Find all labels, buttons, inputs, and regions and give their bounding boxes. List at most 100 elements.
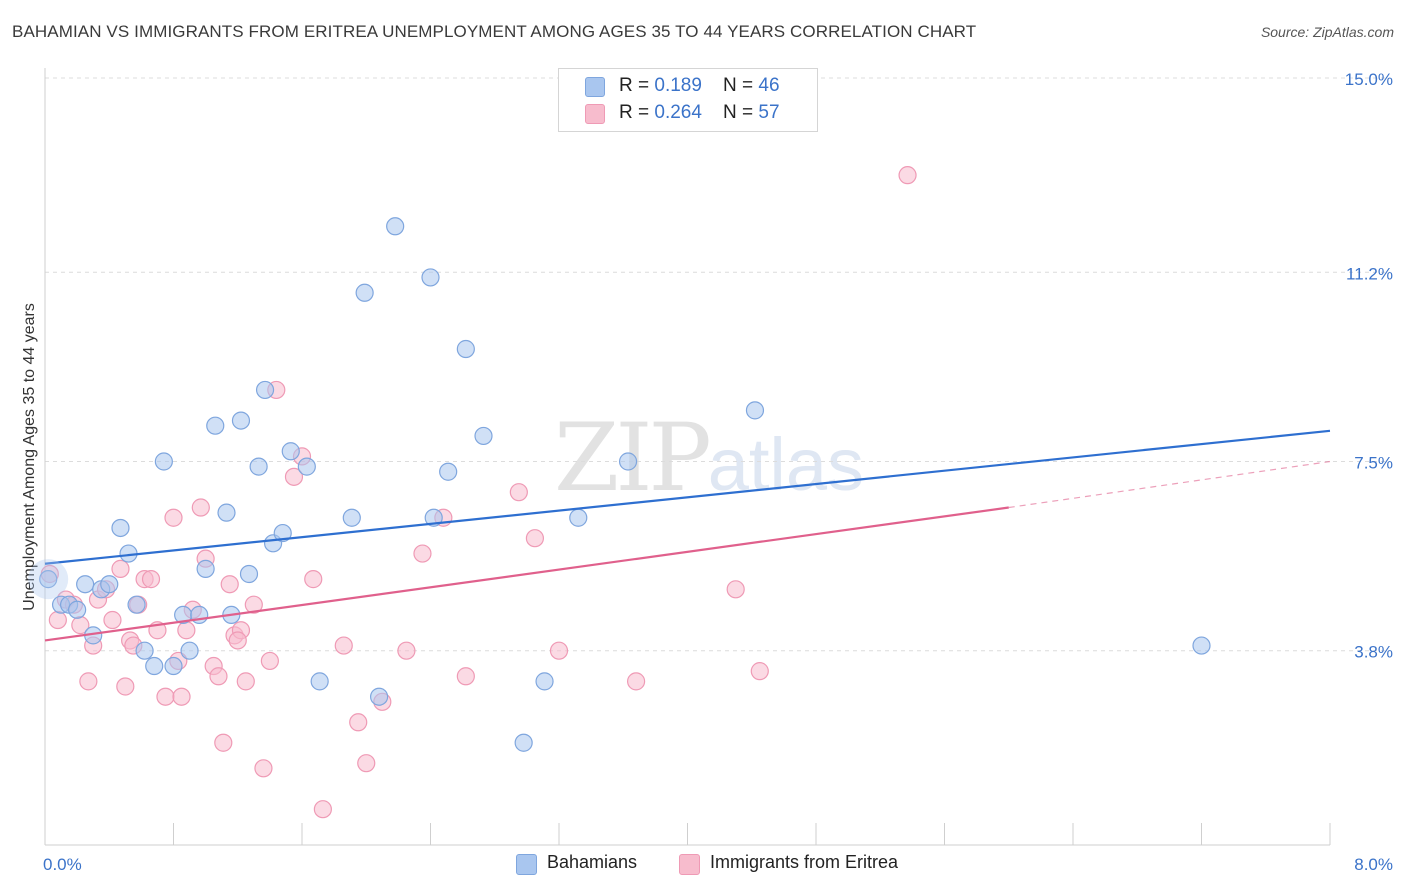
eritrea-point [156,687,175,706]
eritrea-point [349,713,368,732]
y-axis-title: Unemployment Among Ages 35 to 44 years [21,303,38,611]
bahamians-point [745,401,765,420]
pink-swatch [585,104,605,124]
bahamians-point [424,508,443,527]
eritrea-point [116,677,135,696]
bahamians-point [127,595,146,614]
y-tick-label: 3.8% [1354,643,1393,662]
r-label: R = [619,75,655,96]
eritrea-point [220,575,239,594]
bahamians-point [310,672,329,691]
n-value: 46 [758,75,780,96]
eritrea-point [334,636,353,655]
eritrea-point [525,529,545,548]
eritrea-point [191,498,210,517]
y-tick-label: 11.2% [1346,264,1393,283]
bahamians-point [273,523,292,543]
eritrea-point [413,544,432,563]
legend-label-bahamians: Bahamians [547,852,638,872]
bahamians-point [297,457,316,476]
bahamians-point [1192,636,1211,655]
bahamians-point [255,380,275,400]
eritrea-point [79,672,98,691]
eritrea-point [456,667,475,686]
bahamians-point [569,508,588,527]
eritrea-point [549,641,569,660]
source-credit: Source: ZipAtlas.com [1260,24,1394,40]
bahamians-point [180,641,199,660]
n-value: 57 [758,102,780,123]
bahamians-point [386,217,405,236]
eritrea-point [260,651,279,671]
r-value: 0.264 [654,102,702,123]
bahamians-point [39,570,58,589]
bahamians-point [164,656,183,676]
eritrea-point [254,759,273,778]
eritrea-point [626,672,646,691]
cluster-blob [28,559,69,600]
eritrea-trend-extension [1008,460,1331,509]
bahamians-point [618,452,638,471]
eritrea-point [214,733,233,752]
bahamians-point [68,600,87,619]
zipatlas-watermark: ZIPatlas [554,404,864,513]
correlation-legend: R = 0.189 N = 46 R = 0.264 N = 57 [558,68,818,132]
eritrea-point [103,610,122,630]
x-tick-label-min: 0.0% [43,855,82,874]
eritrea-point [750,662,769,681]
bahamians-point [370,687,389,706]
eritrea-point [228,631,247,650]
n-label: N = [723,102,759,123]
bahamians-point [355,283,374,302]
y-tick-label: 7.5% [1354,454,1393,473]
bahamians-point [535,672,554,691]
x-tick-label-max: 8.0% [1354,855,1393,874]
n-label: N = [723,75,759,96]
bahamians-point [217,503,236,522]
eritrea-point [111,559,130,578]
bahamians-point [514,733,533,752]
bahamians-point [456,339,475,359]
bahamians-point [239,564,259,584]
eritrea-point [509,483,528,502]
bahamians-point [249,457,268,476]
bahamians-point [76,575,95,594]
chart-title: BAHAMIAN VS IMMIGRANTS FROM ERITREA UNEM… [12,22,977,41]
eritrea-point [726,580,745,599]
r-label: R = [619,102,655,123]
bahamians-point [111,518,130,538]
blue-swatch [585,77,605,97]
eritrea-point [209,667,228,686]
eritrea-point [357,754,376,773]
eritrea-point [397,641,416,660]
r-value: 0.189 [654,75,702,96]
eritrea-trend-line [44,506,1009,642]
bahamians-point [135,641,154,660]
bahamians-point [206,416,225,435]
eritrea-point [313,800,332,819]
pink-swatch [679,854,700,875]
eritrea-point [164,508,183,527]
eritrea-point [236,672,255,691]
bahamians-point [342,508,361,527]
bahamians-point [145,656,164,676]
eritrea-point [284,467,304,486]
eritrea-point [244,595,263,614]
bahamians-point [196,559,215,578]
bahamians-trend-line [44,429,1331,565]
bahamians-point [231,411,251,430]
eritrea-point [48,610,67,630]
bahamians-point [421,268,440,287]
eritrea-point [304,570,323,589]
eritrea-point [172,687,191,706]
legend-label-eritrea: Immigrants from Eritrea [710,852,899,872]
bahamians-point [154,452,173,471]
blue-swatch [516,854,537,875]
eritrea-point [177,621,196,640]
eritrea-point [141,570,161,589]
bahamians-point [100,575,119,594]
bahamians-point [474,426,493,446]
bahamians-point [281,442,300,461]
bahamians-point [439,462,458,481]
